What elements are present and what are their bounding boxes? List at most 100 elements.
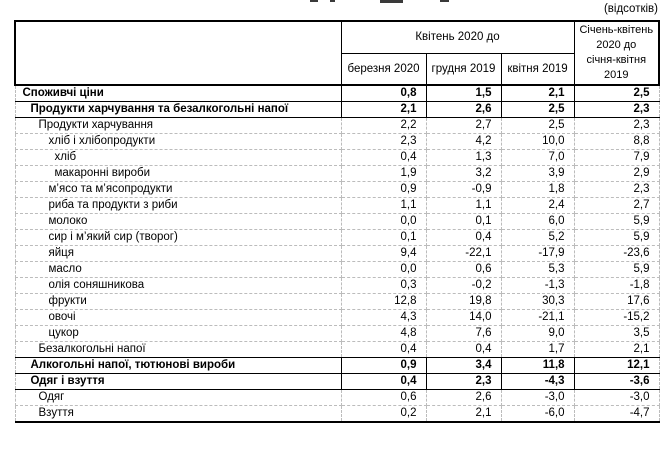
value-cell: 1,3 xyxy=(425,149,502,166)
row-label: Одяг xyxy=(14,389,342,406)
value-cell: 0,8 xyxy=(340,84,427,102)
row-label: олія соняшникова xyxy=(14,277,342,294)
table-row: хліб 0,4 1,3 7,0 7,9 xyxy=(14,149,660,166)
value-cell: 11,8 xyxy=(500,357,575,374)
value-cell: 1,9 xyxy=(340,165,427,182)
row-label: масло xyxy=(14,261,342,278)
table-row: Взуття 0,2 2,1 -6,0 -4,7 xyxy=(14,405,660,423)
clipped-title-fragment xyxy=(397,0,403,3)
value-cell: 30,3 xyxy=(500,293,575,310)
value-cell: 9,4 xyxy=(340,245,427,262)
clipped-title-fragment xyxy=(380,0,401,3)
value-cell: 5,3 xyxy=(500,261,575,278)
value-cell: 2,5 xyxy=(500,117,575,134)
value-cell: -4,3 xyxy=(500,373,575,390)
table-row: Алкогольні напої, тютюнові вироби 0,9 3,… xyxy=(14,357,660,374)
row-label: овочі xyxy=(14,309,342,326)
value-cell: -0,9 xyxy=(425,181,502,198)
value-cell: -1,8 xyxy=(573,277,660,294)
value-cell: 2,1 xyxy=(340,101,427,118)
value-cell: 4,3 xyxy=(340,309,427,326)
value-cell: 2,6 xyxy=(425,389,502,406)
row-label: цукор xyxy=(14,325,342,342)
table-row: Одяг 0,6 2,6 -3,0 -3,0 xyxy=(14,389,660,406)
table-row: сир і м’який сир (творог) 0,1 0,4 5,2 5,… xyxy=(14,229,660,246)
table-row: яйця 9,4 -22,1 -17,9 -23,6 xyxy=(14,245,660,262)
value-cell: 3,4 xyxy=(425,357,502,374)
cpi-table: Квітень 2020 до Січень-квітень 2020 до с… xyxy=(14,20,661,423)
value-cell: 0,3 xyxy=(340,277,427,294)
value-cell: 2,7 xyxy=(425,117,502,134)
value-cell: 2,2 xyxy=(340,117,427,134)
value-cell: 1,7 xyxy=(500,341,575,358)
value-cell: 2,1 xyxy=(573,341,660,358)
row-label: яйця xyxy=(14,245,342,262)
table-body: Споживчі ціни 0,8 1,5 2,1 2,5 Продукти х… xyxy=(14,84,660,423)
value-cell: 10,0 xyxy=(500,133,575,150)
table-row: Споживчі ціни 0,8 1,5 2,1 2,5 xyxy=(14,84,660,102)
value-cell: 0,6 xyxy=(425,261,502,278)
row-label: Безалкогольні напої xyxy=(14,341,342,358)
table-row: молоко 0,0 0,1 6,0 5,9 xyxy=(14,213,660,230)
value-cell: 0,9 xyxy=(340,357,427,374)
value-cell: 9,0 xyxy=(500,325,575,342)
value-cell: 2,1 xyxy=(425,405,502,423)
value-cell: 2,6 xyxy=(425,101,502,118)
value-cell: 6,0 xyxy=(500,213,575,230)
value-cell: 0,0 xyxy=(340,213,427,230)
value-cell: 3,5 xyxy=(573,325,660,342)
value-cell: 2,5 xyxy=(500,101,575,118)
table-row: Безалкогольні напої 0,4 0,4 1,7 2,1 xyxy=(14,341,660,358)
value-cell: 5,9 xyxy=(573,229,660,246)
value-cell: 0,6 xyxy=(340,389,427,406)
value-cell: 17,6 xyxy=(573,293,660,310)
value-cell: 1,8 xyxy=(500,181,575,198)
value-cell: 2,9 xyxy=(573,165,660,182)
value-cell: 1,1 xyxy=(340,197,427,214)
table-row: макаронні вироби 1,9 3,2 3,9 2,9 xyxy=(14,165,660,182)
value-cell: -0,2 xyxy=(425,277,502,294)
value-cell: 19,8 xyxy=(425,293,502,310)
row-label: макаронні вироби xyxy=(14,165,342,182)
value-cell: 12,1 xyxy=(573,357,660,374)
table-row: масло 0,0 0,6 5,3 5,9 xyxy=(14,261,660,278)
value-cell: 3,2 xyxy=(425,165,502,182)
row-label: фрукти xyxy=(14,293,342,310)
value-cell: 0,4 xyxy=(340,341,427,358)
header-dec-2019: грудня 2019 xyxy=(425,52,502,86)
row-label: Продукти харчування xyxy=(14,117,342,134)
header-apr-2019: квітня 2019 xyxy=(500,52,575,86)
value-cell: 1,1 xyxy=(425,197,502,214)
table-row: хліб і хлібопродукти 2,3 4,2 10,0 8,8 xyxy=(14,133,660,150)
row-label: Споживчі ціни xyxy=(14,84,342,102)
row-label: Взуття xyxy=(14,405,342,423)
value-cell: 2,3 xyxy=(573,101,660,118)
table-row: Продукти харчування 2,2 2,7 2,5 2,3 xyxy=(14,117,660,134)
clipped-title-fragment xyxy=(310,0,318,2)
header-jan-apr-column: Січень-квітень 2020 до січня-квітня 2019 xyxy=(573,20,661,86)
value-cell: -3,0 xyxy=(500,389,575,406)
table-row: Одяг і взуття 0,4 2,3 -4,3 -3,6 xyxy=(14,373,660,390)
value-cell: 2,3 xyxy=(340,133,427,150)
value-cell: 4,2 xyxy=(425,133,502,150)
value-cell: 2,3 xyxy=(573,181,660,198)
value-cell: 0,4 xyxy=(425,229,502,246)
header-group-april-2020: Квітень 2020 до xyxy=(340,20,575,54)
value-cell: 8,8 xyxy=(573,133,660,150)
value-cell: -15,2 xyxy=(573,309,660,326)
table-row: овочі 4,3 14,0 -21,1 -15,2 xyxy=(14,309,660,326)
value-cell: 2,4 xyxy=(500,197,575,214)
value-cell: 0,1 xyxy=(340,229,427,246)
value-cell: 7,9 xyxy=(573,149,660,166)
value-cell: 2,1 xyxy=(500,84,575,102)
units-note: (відсотків) xyxy=(603,3,658,15)
row-label: молоко xyxy=(14,213,342,230)
table-row: м’ясо та м’ясопродукти 0,9 -0,9 1,8 2,3 xyxy=(14,181,660,198)
value-cell: 5,2 xyxy=(500,229,575,246)
clipped-title-fragment xyxy=(440,0,449,2)
row-label: хліб і хлібопродукти xyxy=(14,133,342,150)
value-cell: 0,4 xyxy=(340,149,427,166)
table-header: Квітень 2020 до Січень-квітень 2020 до с… xyxy=(14,20,661,86)
value-cell: -1,3 xyxy=(500,277,575,294)
